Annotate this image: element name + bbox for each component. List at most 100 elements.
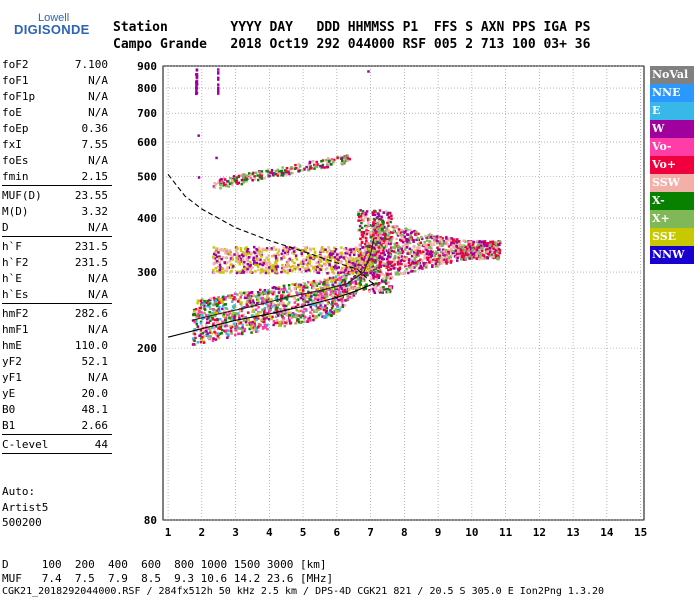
data-point [212,271,216,274]
data-point [435,235,439,238]
data-point [224,321,227,324]
data-point [471,243,475,246]
data-point [224,298,227,301]
data-point [264,260,267,264]
data-point [441,256,444,260]
data-point [320,294,324,298]
data-point [243,327,247,331]
data-point [379,236,383,240]
data-point [232,306,236,310]
data-point [380,272,383,276]
data-point [260,170,264,173]
data-point [247,292,250,296]
data-point [271,315,274,319]
data-point [266,261,269,265]
data-point [417,232,420,236]
data-point [372,246,376,249]
data-point [217,92,220,95]
data-point [246,259,250,263]
data-point [255,327,259,330]
data-point [266,307,270,310]
data-point [480,244,483,248]
data-point [315,284,319,287]
data-point [334,277,337,280]
data-point [332,160,335,164]
data-point [388,290,391,294]
data-point [368,261,372,264]
data-point [259,297,262,300]
data-point [379,270,382,274]
data-point [272,265,275,268]
data-point [193,339,196,342]
data-point [389,272,392,276]
data-point [248,323,252,326]
data-point [348,260,351,264]
x-tick-label: 9 [435,526,442,539]
data-point [264,271,268,275]
data-point [337,271,340,274]
data-point [414,233,417,236]
data-point [286,265,289,268]
data-point [232,311,235,315]
param-value: 3.32 [81,205,109,218]
data-point [447,245,451,248]
data-point [383,237,387,240]
data-point [374,236,377,240]
data-point [219,318,222,321]
data-point [195,90,198,93]
param-label: hmF1 [2,323,29,336]
data-point [405,256,408,259]
data-point [218,271,222,274]
param-value: 110.0 [74,339,108,352]
data-point [315,305,318,309]
data-point [375,256,379,260]
data-point [364,211,367,215]
data-point [303,266,307,270]
data-point [283,256,286,259]
data-point [382,251,385,254]
data-point [370,234,373,238]
data-point [359,279,362,282]
data-point [321,289,325,293]
data-point [253,325,256,328]
data-point [221,301,225,304]
data-point [378,249,381,252]
data-point [325,166,328,169]
data-point [376,240,379,243]
data-point [318,301,322,305]
data-point [287,259,290,262]
data-point [222,271,225,274]
data-point [342,274,346,278]
data-point [257,317,260,320]
data-point [381,218,384,221]
data-point [221,295,225,299]
data-point [312,286,315,289]
param-value: N/A [88,272,108,285]
data-point [203,311,206,315]
data-point [309,298,312,302]
data-point [301,169,304,172]
data-point [355,282,359,286]
data-point [434,262,437,265]
data-point [339,271,343,274]
data-point [212,255,215,259]
data-point [244,269,247,272]
data-point [382,286,385,289]
data-point [341,303,345,307]
data-point [219,266,222,269]
data-point [319,268,322,271]
data-point [224,256,227,259]
data-point [433,235,436,239]
data-point [339,307,342,310]
data-point [370,267,373,271]
data-point [390,214,393,218]
data-point [418,243,421,247]
data-point [346,298,350,301]
data-point [225,252,229,255]
data-point [226,296,230,299]
data-point [231,258,234,261]
logo-lowell: Lowell [38,12,70,24]
data-point [410,267,413,271]
data-point [263,292,267,295]
data-point [386,251,390,254]
